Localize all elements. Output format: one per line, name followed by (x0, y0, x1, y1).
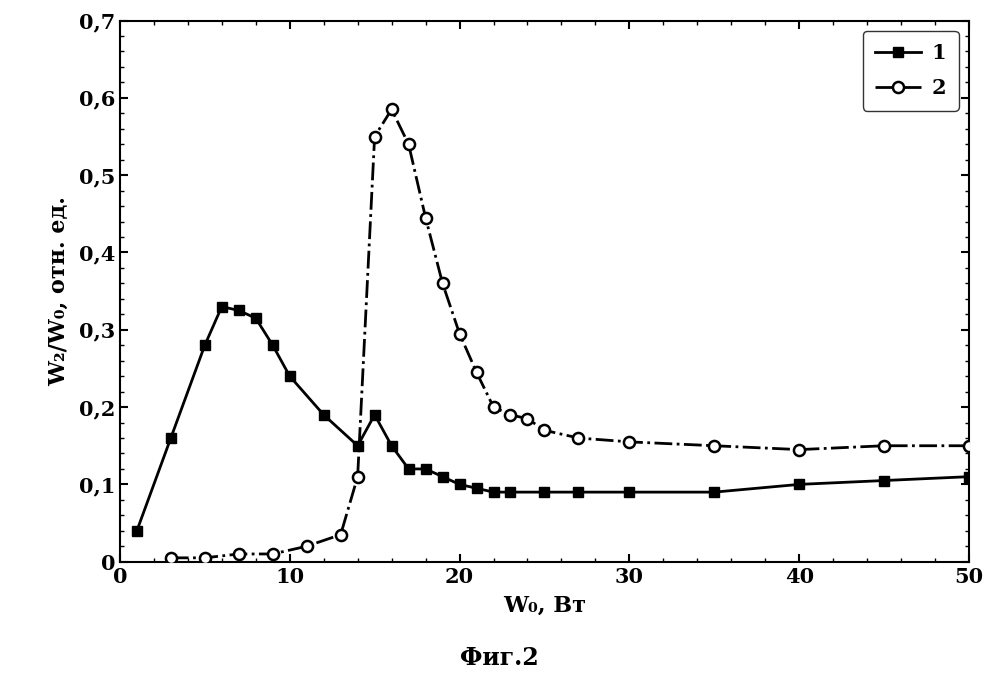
1 (623, 488, 635, 496)
1 (471, 484, 483, 493)
2 (437, 279, 449, 288)
1 (267, 341, 279, 349)
2 (471, 369, 483, 377)
1 (233, 306, 245, 314)
Legend: 1, 2: 1, 2 (863, 31, 959, 110)
2 (878, 442, 890, 450)
2 (708, 442, 720, 450)
1 (572, 488, 584, 496)
2 (793, 445, 805, 453)
1 (420, 465, 432, 473)
1 (369, 411, 381, 419)
1 (437, 473, 449, 481)
1 (538, 488, 550, 496)
1 (216, 303, 228, 311)
1 (199, 341, 211, 349)
1 (352, 442, 364, 450)
2 (386, 105, 398, 114)
2 (963, 442, 975, 450)
1 (284, 372, 296, 380)
1 (878, 477, 890, 485)
2 (572, 434, 584, 442)
2 (199, 553, 211, 562)
1 (708, 488, 720, 496)
1 (963, 473, 975, 481)
1 (386, 442, 398, 450)
2 (369, 132, 381, 140)
2 (403, 140, 415, 149)
Line: 1: 1 (132, 301, 974, 536)
2 (335, 531, 347, 539)
2 (352, 473, 364, 481)
2 (165, 553, 177, 562)
1 (165, 434, 177, 442)
Text: Фиг.2: Фиг.2 (461, 645, 538, 670)
2 (504, 411, 516, 419)
1 (403, 465, 415, 473)
1 (488, 488, 500, 496)
2 (538, 426, 550, 434)
2 (488, 403, 500, 411)
2 (521, 414, 533, 423)
1 (793, 480, 805, 488)
Line: 2: 2 (165, 104, 975, 563)
1 (318, 411, 330, 419)
1 (250, 314, 262, 323)
1 (454, 480, 466, 488)
2 (301, 542, 313, 550)
2 (267, 550, 279, 558)
Y-axis label: W₂/W₀, отн. ед.: W₂/W₀, отн. ед. (48, 196, 70, 386)
2 (233, 550, 245, 558)
1 (504, 488, 516, 496)
2 (623, 438, 635, 446)
X-axis label: W₀, Вт: W₀, Вт (502, 595, 586, 617)
1 (131, 527, 143, 535)
2 (420, 214, 432, 222)
2 (454, 329, 466, 338)
